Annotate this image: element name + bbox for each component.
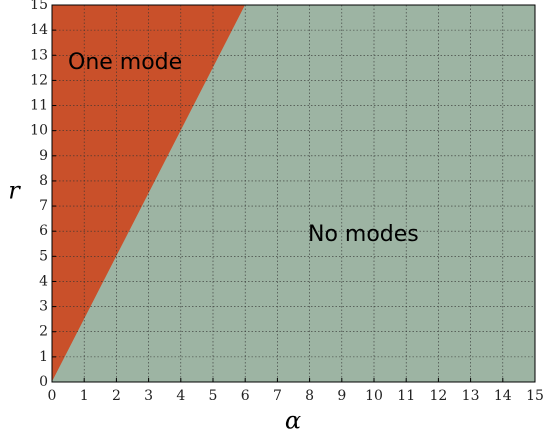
grid — [51, 4, 536, 383]
x-tick-label: 9 — [337, 388, 346, 404]
y-tick-label: 1 — [39, 349, 48, 365]
x-tick-label: 2 — [112, 388, 121, 404]
y-tick-label: 3 — [39, 299, 48, 315]
x-tick-label: 5 — [209, 388, 218, 404]
y-tick-label: 9 — [39, 148, 48, 164]
x-tick-label: 15 — [526, 388, 544, 404]
y-tick-label: 10 — [30, 123, 48, 139]
x-tick-label: 7 — [273, 388, 282, 404]
y-tick-label: 7 — [39, 198, 48, 214]
y-tick-label: 2 — [39, 324, 48, 340]
y-tick-label: 5 — [39, 248, 48, 264]
x-tick-label: 6 — [241, 388, 250, 404]
x-tick-label: 3 — [144, 388, 153, 404]
x-tick-label: 12 — [429, 388, 447, 404]
x-tick-label: 13 — [462, 388, 480, 404]
region-label: No modes — [308, 222, 419, 247]
x-tick-label: 14 — [494, 388, 512, 404]
y-tick-label: 11 — [30, 98, 48, 114]
x-tick-label: 11 — [397, 388, 415, 404]
region-label: One mode — [68, 50, 182, 75]
x-axis-label: α — [285, 407, 301, 435]
y-tick-label: 8 — [39, 173, 48, 189]
x-tick-label: 4 — [176, 388, 185, 404]
y-tick-label: 4 — [39, 273, 48, 289]
x-tick-label: 10 — [365, 388, 383, 404]
plot-frame — [51, 4, 536, 383]
x-tick-label: 8 — [305, 388, 314, 404]
y-tick-label: 14 — [30, 22, 48, 38]
y-tick-label: 13 — [30, 47, 48, 63]
x-tick-label: 1 — [80, 388, 89, 404]
y-tick-label: 12 — [30, 72, 48, 88]
y-tick-label: 15 — [30, 0, 48, 13]
x-tick-label: 0 — [48, 388, 57, 404]
y-tick-label: 6 — [39, 223, 48, 239]
y-axis-label: r — [8, 177, 21, 205]
y-tick-label: 0 — [39, 374, 48, 390]
